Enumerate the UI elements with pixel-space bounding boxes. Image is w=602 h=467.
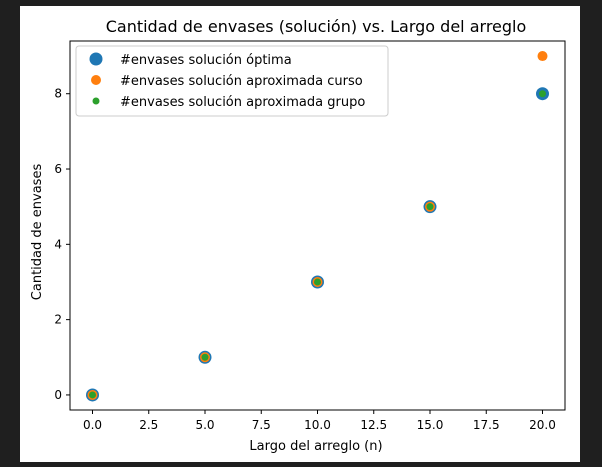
y-tick-label: 2	[54, 313, 62, 327]
legend: #envases solución óptima #envases solució…	[75, 45, 389, 117]
y-tick-label: 0	[54, 388, 62, 402]
x-tick-label: 10.0	[304, 418, 331, 432]
data-point	[539, 90, 546, 98]
x-tick-label: 5.0	[195, 418, 214, 432]
x-tick-label: 17.5	[473, 418, 500, 432]
y-tick-label: 6	[54, 162, 62, 176]
legend-label: #envases solución óptima	[120, 53, 292, 68]
series-3	[89, 90, 546, 399]
x-tick-label: 2.5	[139, 418, 158, 432]
y-tick-label: 8	[54, 87, 62, 101]
legend-marker	[89, 52, 103, 66]
data-point	[89, 391, 96, 399]
series-2	[87, 51, 548, 400]
data-point	[314, 278, 321, 286]
x-tick-label: 15.0	[417, 418, 444, 432]
y-tick-label: 4	[54, 237, 62, 251]
data-point	[537, 51, 548, 62]
legend-box	[75, 45, 389, 117]
chart-title: Cantidad de envases (solución) vs. Largo…	[106, 17, 527, 36]
x-axis-label: Largo del arreglo (n)	[249, 439, 382, 454]
legend-item: #envases solución óptima	[89, 52, 292, 68]
plot-area: 0.0 2.5 5.0 7.5 10.0 12.5 15.0 17.5 20.0 0 2 4 6 8	[54, 40, 566, 432]
x-tick-label: 7.5	[252, 418, 271, 432]
data-point	[426, 203, 434, 211]
scatter-chart: Cantidad de envases (solución) vs. Largo…	[30, 17, 566, 454]
x-tick-label: 0.0	[83, 418, 102, 432]
chart-figure: Cantidad de envases (solución) vs. Largo…	[20, 6, 580, 462]
legend-marker	[92, 97, 100, 105]
legend-label: #envases solución aproximada grupo	[120, 95, 365, 110]
data-point	[201, 353, 209, 361]
series-1	[86, 87, 549, 402]
x-tick-label: 20.0	[529, 418, 556, 432]
legend-marker	[91, 75, 101, 85]
y-axis-label: Cantidad de envases	[30, 164, 45, 301]
legend-item: #envases solución aproximada grupo	[92, 95, 365, 110]
x-tick-label: 12.5	[360, 418, 387, 432]
legend-item: #envases solución aproximada curso	[91, 74, 363, 89]
legend-label: #envases solución aproximada curso	[120, 74, 363, 89]
